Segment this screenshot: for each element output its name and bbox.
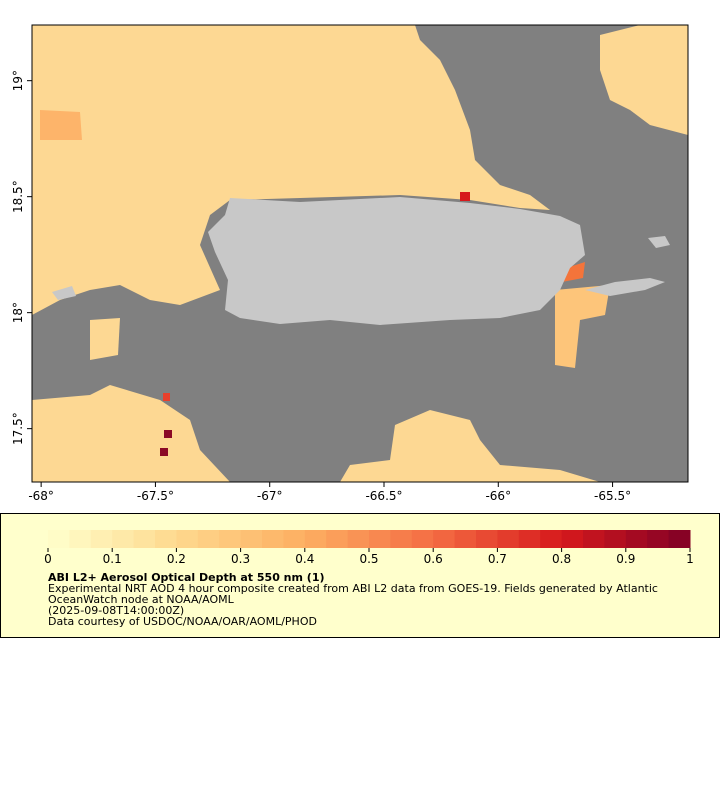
land: [648, 236, 670, 248]
colorbar-segment: [518, 530, 541, 548]
legend-description: Experimental NRT AOD 4 hour composite cr…: [48, 582, 658, 606]
land: [208, 197, 585, 325]
colorbar-segment: [219, 530, 242, 548]
aerosol-spot: [460, 192, 470, 201]
aerosol-area: [90, 318, 120, 360]
colorbar-segment: [262, 530, 284, 548]
y-tick-label: 17.5°: [11, 412, 25, 445]
colorbar-segment: [540, 530, 563, 548]
colorbar-segment: [411, 530, 434, 548]
legend-credit: Data courtesy of USDOC/NOAA/OAR/AOML/PHO…: [48, 615, 317, 628]
x-tick-label: -68°: [28, 489, 54, 503]
legend-title: ABI L2+ Aerosol Optical Depth at 550 nm …: [48, 571, 325, 584]
colorbar-tick-label: 0: [44, 552, 52, 566]
plot-frame: [31, 24, 689, 483]
x-tick-label: -67°: [257, 489, 283, 503]
colorbar-segment: [604, 530, 627, 548]
x-tick-label: -65.5°: [594, 489, 631, 503]
colorbar-segment: [326, 530, 349, 548]
colorbar-tick-label: 0.8: [552, 552, 571, 566]
colorbar-segment: [133, 530, 156, 548]
colorbar-tick-label: 1: [686, 552, 694, 566]
colorbar-tick-label: 0.2: [167, 552, 186, 566]
colorbar-segment: [240, 530, 263, 548]
colorbar-segment: [497, 530, 520, 548]
colorbar-tick-label: 0.4: [295, 552, 314, 566]
colorbar-tick-label: 0.6: [424, 552, 443, 566]
colorbar-tick-label: 0.7: [488, 552, 507, 566]
colorbar-segment: [454, 530, 477, 548]
x-tick-label: -66°: [485, 489, 511, 503]
colorbar-segment: [625, 530, 648, 548]
colorbar-segment: [369, 530, 391, 548]
land: [585, 278, 665, 296]
aerosol-spot: [163, 393, 170, 401]
colorbar-tick-label: 0.5: [359, 552, 378, 566]
colorbar-segment: [583, 530, 605, 548]
colorbar-segment: [176, 530, 199, 548]
land: [52, 286, 76, 300]
y-tick-label: 18°: [11, 302, 25, 323]
colorbar-segment: [69, 530, 92, 548]
y-tick-label: 18.5°: [11, 180, 25, 213]
colorbar-segment: [197, 530, 220, 548]
colorbar-segment: [476, 530, 498, 548]
aerosol-area: [600, 25, 688, 135]
colorbar-segment: [48, 530, 70, 548]
colorbar-tick-label: 0.9: [616, 552, 635, 566]
map: -68° -67.5° -67° -66.5° -66° -65.5° 17.5° 18° 18…: [11, 24, 689, 503]
colorbar-segment: [283, 530, 306, 548]
colorbar-segment: [155, 530, 177, 548]
colorbar-segment: [112, 530, 135, 548]
colorbar-segment: [347, 530, 370, 548]
aerosol-area: [555, 285, 610, 368]
colorbar-segment: [647, 530, 670, 548]
aerosol-spot: [160, 448, 168, 456]
colorbar-segment: [561, 530, 584, 548]
aerosol-area: [32, 25, 550, 315]
x-tick-label: -66.5°: [365, 489, 402, 503]
colorbar-tick-label: 0.3: [231, 552, 250, 566]
aerosol-area: [40, 110, 82, 140]
colorbar: 0 0.1 0.2 0.3 0.4 0.5 0.6 0.7 0.8 0.9 1: [44, 530, 694, 566]
legend: 0 0.1 0.2 0.3 0.4 0.5 0.6 0.7 0.8 0.9 1 ABI L2+ Ae…: [0, 513, 720, 638]
x-tick-label: -67.5°: [137, 489, 174, 503]
aerosol-spot: [560, 262, 585, 282]
colorbar-segment: [433, 530, 456, 548]
aerosol-spot: [164, 430, 172, 438]
colorbar-segment: [390, 530, 413, 548]
aerosol-area: [32, 385, 230, 482]
y-tick-label: 19°: [11, 70, 25, 91]
legend-date: (2025-09-08T14:00:00Z): [48, 604, 185, 617]
colorbar-segment: [90, 530, 113, 548]
colorbar-tick-label: 0.1: [103, 552, 122, 566]
aerosol-area: [340, 410, 600, 482]
colorbar-segment: [304, 530, 327, 548]
colorbar-segment: [668, 530, 691, 548]
